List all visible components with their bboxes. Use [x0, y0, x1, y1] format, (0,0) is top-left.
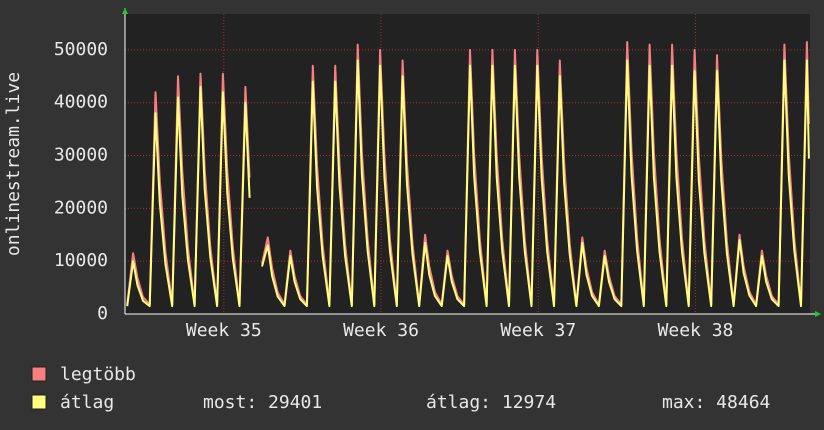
series-line — [126, 59, 810, 308]
stat-average: átlag: 12974 — [426, 392, 556, 413]
y-tick-label: 40000 — [54, 92, 108, 113]
legend-swatch — [31, 366, 47, 382]
stat-max: max: 48464 — [662, 392, 770, 413]
stat-current: most: 29401 — [203, 392, 322, 413]
y-arrow — [122, 8, 128, 14]
y-tick-label: 20000 — [54, 197, 108, 218]
y-tick-label: 30000 — [54, 145, 108, 166]
legend-swatch — [31, 394, 47, 410]
y-tick-label: 50000 — [54, 39, 108, 60]
legend-label: átlag — [60, 392, 114, 413]
lines — [126, 41, 810, 308]
x-tick-label: Week 35 — [186, 320, 262, 341]
y-tick-label: 0 — [97, 303, 108, 324]
y-tick-label: 10000 — [54, 250, 108, 271]
legend-label: legtöbb — [60, 364, 136, 385]
x-arrow — [815, 311, 821, 317]
legend: legtöbb átlag — [31, 364, 136, 413]
x-tick-label: Week 38 — [658, 320, 734, 341]
x-tick-label: Week 37 — [500, 320, 576, 341]
y-axis-label: onlinestream.live — [3, 72, 24, 256]
x-tick-label: Week 36 — [343, 320, 419, 341]
